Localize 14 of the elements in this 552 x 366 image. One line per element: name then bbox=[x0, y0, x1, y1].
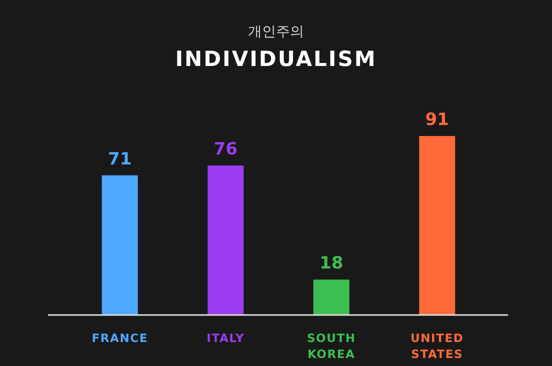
x-tick-label: SOUTH KOREA bbox=[306, 331, 356, 361]
bar bbox=[208, 166, 244, 315]
bar bbox=[419, 136, 456, 315]
chart-subtitle: 개인주의 bbox=[248, 24, 304, 40]
x-tick-label: FRANCE bbox=[92, 331, 148, 345]
data-label: 18 bbox=[320, 254, 344, 274]
data-label: 76 bbox=[214, 140, 238, 160]
x-tick-label: UNITED STATES bbox=[410, 331, 464, 361]
chart-title: INDIVIDUALISM bbox=[175, 47, 377, 71]
bar bbox=[102, 175, 138, 315]
bar bbox=[313, 280, 350, 315]
x-tick-label: ITALY bbox=[206, 331, 245, 345]
data-label: 71 bbox=[108, 149, 132, 170]
data-label: 91 bbox=[425, 110, 449, 130]
